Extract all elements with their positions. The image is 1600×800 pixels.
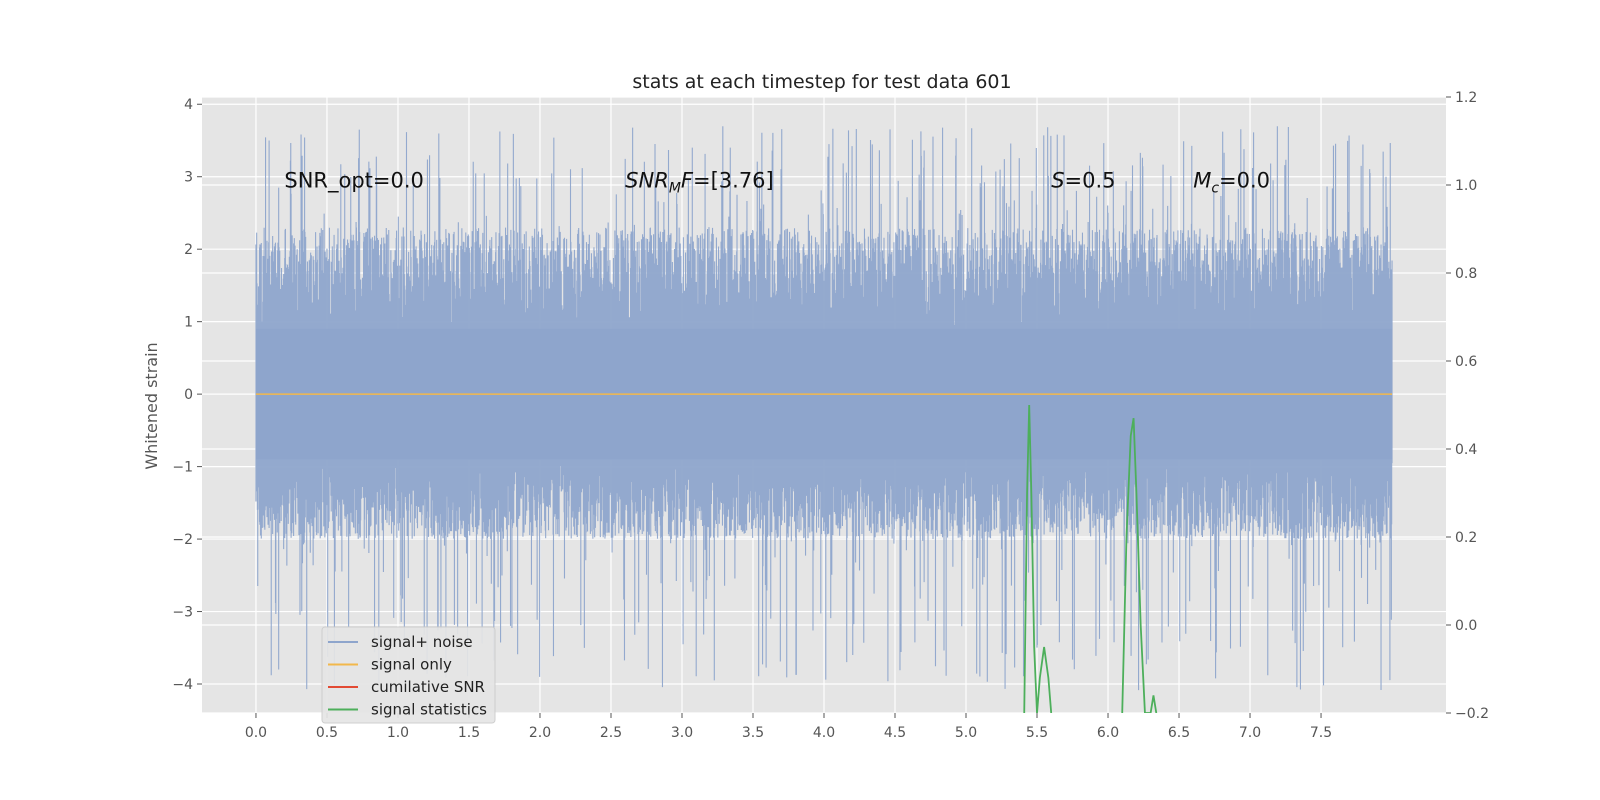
- y2-tick-label: −0.2: [1455, 706, 1489, 722]
- annotation-main: M: [1193, 168, 1211, 192]
- annotation-rest-value: =[3.76]: [693, 168, 774, 192]
- legend-box: [321, 626, 496, 724]
- signal-statistics-line: [1121, 418, 1158, 713]
- x-tick-label: 1.5: [458, 725, 480, 741]
- annotations: SNR_opt=0.0 SNRMF=[3.76] S=0.5 Mc=0.0: [284, 168, 1270, 196]
- y-tick-label: −2: [172, 532, 193, 548]
- signal-statistics-line: [1023, 404, 1053, 713]
- annotation-main: SNR: [625, 168, 669, 192]
- annotation-rest: =0.0: [1219, 168, 1270, 192]
- y2-tick-label: 0.0: [1455, 618, 1477, 634]
- x-tick-label: 7.0: [1239, 725, 1261, 741]
- y-tick-label: −4: [172, 677, 193, 693]
- x-tick-label: 5.5: [1026, 725, 1048, 741]
- y-tick-label: 0: [184, 387, 193, 403]
- x-tick-label: 5.0: [955, 725, 977, 741]
- y2-tick-label: 0.6: [1455, 354, 1477, 370]
- y2-tick-label: 0.2: [1455, 530, 1477, 546]
- annotation-snr-opt: SNR_opt=0.0: [284, 168, 424, 193]
- annotation-mc: Mc=0.0: [1193, 168, 1270, 196]
- annotation-rest: F=[3.76]: [681, 168, 774, 192]
- annotation-subscript: M: [669, 180, 681, 196]
- annotation-rest-italic: F: [681, 168, 694, 192]
- y-tick-label: 4: [184, 97, 193, 113]
- annotation-rest: =0.5: [1065, 168, 1116, 192]
- y2-tick-label: 1.2: [1455, 90, 1477, 106]
- annotation-snr-mf: SNRMF=[3.76]: [625, 168, 774, 196]
- y-tick-label: −1: [172, 460, 193, 476]
- x-tick-label: 4.5: [884, 725, 906, 741]
- x-tick-label: 1.0: [387, 725, 409, 741]
- x-axis-ticks: 0.0 0.5 1.0 1.5 2.0 2.5 3.0 3.5 4.0 4.5 5.0 5.5 6.0 6…: [245, 713, 1332, 741]
- y-tick-label: −3: [172, 605, 193, 621]
- x-tick-label: 2.5: [600, 725, 622, 741]
- x-tick-label: 2.0: [529, 725, 551, 741]
- y2-tick-label: 1.0: [1455, 178, 1477, 194]
- annotation-s: S=0.5: [1051, 168, 1115, 192]
- x-tick-label: 3.0: [671, 725, 693, 741]
- x-tick-label: 0.5: [316, 725, 338, 741]
- x-tick-label: 0.0: [245, 725, 267, 741]
- annotation-main: S: [1051, 168, 1064, 192]
- y2-tick-label: 0.4: [1455, 442, 1477, 458]
- x-tick-label: 3.5: [742, 725, 764, 741]
- legend-label: signal+ noise: [371, 633, 473, 651]
- chart-title: stats at each timestep for test data 601: [632, 71, 1011, 93]
- x-tick-label: 6.0: [1097, 725, 1119, 741]
- x-tick-label: 6.5: [1168, 725, 1190, 741]
- y-tick-label: 3: [184, 170, 193, 186]
- legend-label: signal statistics: [371, 701, 487, 719]
- y-tick-label: 1: [184, 315, 193, 331]
- legend-label: cumilative SNR: [371, 678, 485, 696]
- legend: signal+ noise signal only cumilative SNR si…: [321, 626, 496, 724]
- y2-axis-ticks: −0.2 0.0 0.2 0.4 0.6 0.8 1.0 1.2: [1446, 90, 1489, 722]
- x-tick-label: 7.5: [1310, 725, 1332, 741]
- x-tick-label: 4.0: [813, 725, 835, 741]
- legend-label: signal only: [371, 656, 452, 674]
- annotation-subscript: c: [1211, 180, 1219, 196]
- line-series-layer: [255, 393, 1393, 713]
- y2-tick-label: 0.8: [1455, 266, 1477, 282]
- y-tick-label: 2: [184, 242, 193, 258]
- y-axis-label: Whitened strain: [142, 342, 161, 469]
- y-axis-ticks: −4 −3 −2 −1 0 1 2 3 4: [172, 97, 202, 693]
